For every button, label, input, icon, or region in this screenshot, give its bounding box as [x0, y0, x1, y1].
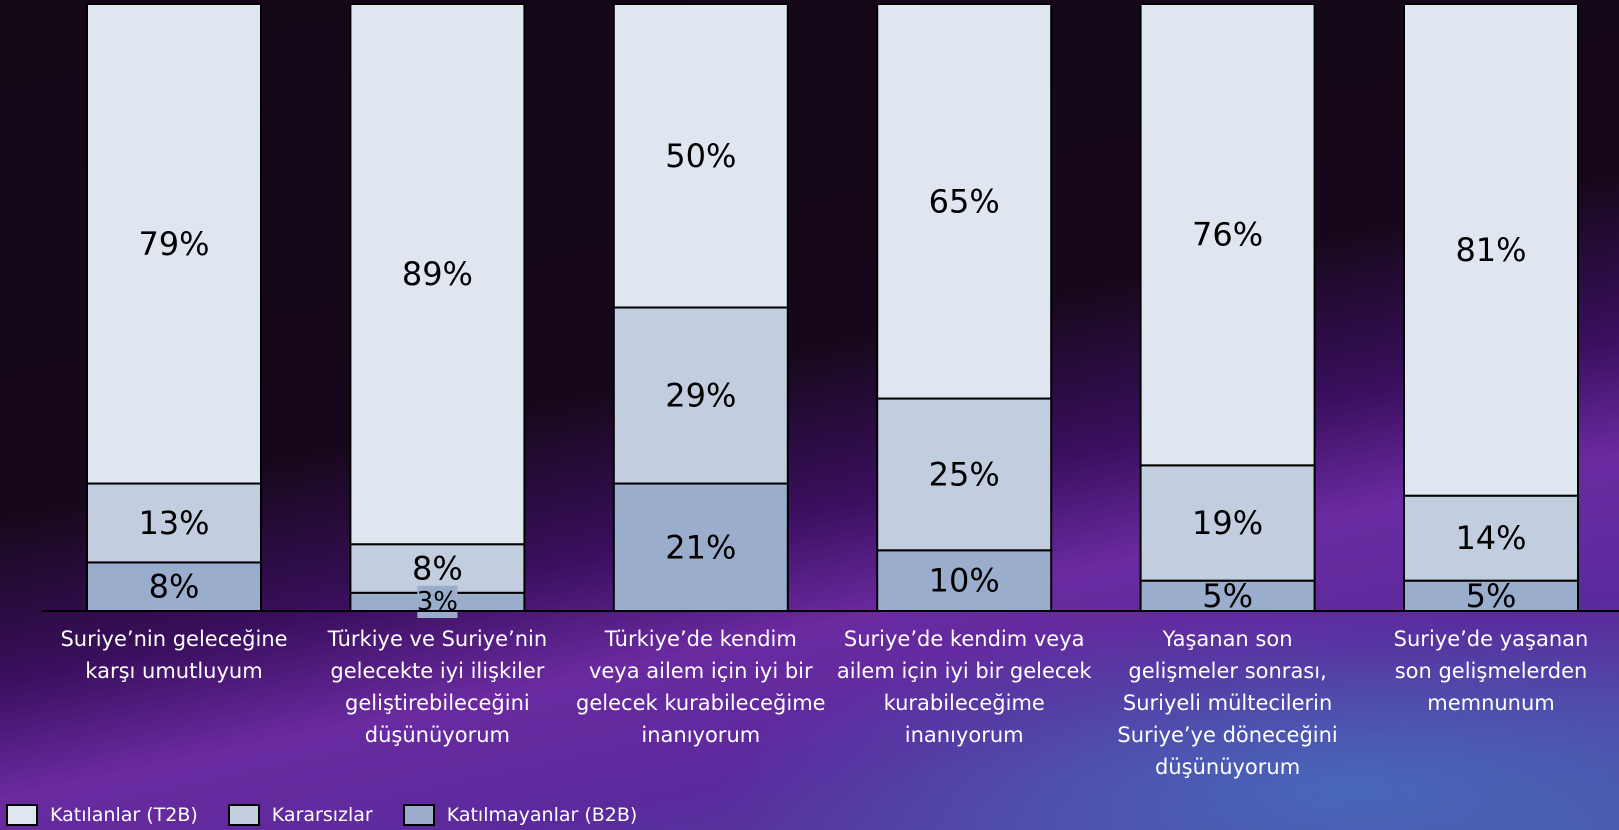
data-label: 25% — [929, 455, 1000, 493]
data-label: 81% — [1455, 231, 1526, 269]
bar-segment-1-series-3 — [86, 3, 262, 485]
data-label-background — [417, 585, 458, 619]
legend-swatch — [402, 804, 435, 826]
legend-item: Katılmayanlar (B2B) — [402, 804, 638, 826]
bar-segment-6-series-3 — [1403, 3, 1579, 497]
data-label: 13% — [138, 504, 209, 542]
data-label: 8% — [412, 550, 463, 588]
data-label: 5% — [1466, 577, 1517, 615]
data-label: 65% — [929, 182, 1000, 220]
bar-segment-1-series-2 — [86, 482, 262, 564]
data-label: 29% — [665, 377, 736, 415]
data-label: 50% — [665, 137, 736, 175]
bar-segment-4-series-3 — [876, 3, 1053, 400]
category-label: Türkiye’de kendim veya ailem için iyi bir… — [576, 627, 826, 747]
category-label: Yaşanan son gelişmeler sonrası, Suriyeli m… — [1117, 627, 1337, 779]
bar-segment-4-series-1 — [876, 549, 1053, 612]
data-label: 5% — [1202, 577, 1253, 615]
data-label: 19% — [1192, 504, 1263, 542]
chart-legend: Katılanlar (T2B) Kararsızlar Katılmayanlar… — [6, 804, 667, 826]
bar-segment-3-series-3 — [612, 3, 789, 309]
data-label: 89% — [402, 255, 473, 293]
data-label: 79% — [138, 225, 209, 263]
category-label: Türkiye ve Suriye’nin gelecekte iyi ilişk… — [327, 627, 548, 747]
bar-segment-5-series-1 — [1139, 579, 1316, 613]
data-labels: 8%13%79%3%8%89%21%29%50%10%25%65%5%19%76… — [138, 137, 1527, 619]
bar-segment-6-series-2 — [1403, 494, 1579, 582]
bar-segment-5-series-3 — [1139, 3, 1316, 467]
data-label: 76% — [1192, 216, 1263, 254]
category-label: Suriye’de kendim veya ailem için iyi bir … — [837, 627, 1093, 747]
legend-item: Katılanlar (T2B) — [6, 804, 198, 826]
category-label: Suriye’nin geleceğine karşı umutluyum — [60, 627, 287, 683]
legend-item: Kararsızlar — [227, 804, 373, 826]
data-label: 10% — [929, 562, 1000, 600]
data-label: 14% — [1455, 519, 1526, 557]
legend-label: Katılmayanlar (B2B) — [446, 804, 638, 826]
category-label: Suriye’de yaşanan son gelişmelerden memnun… — [1394, 627, 1589, 715]
data-label: 8% — [149, 568, 200, 606]
category-labels: Suriye’nin geleceğine karşı umutluyum Türk… — [60, 627, 1588, 779]
legend-swatch — [6, 804, 38, 826]
bar-segment-3-series-2 — [612, 306, 789, 485]
legend-label: Katılanlar (T2B) — [50, 804, 198, 826]
legend-label: Kararsızlar — [271, 804, 373, 826]
legend-swatch — [227, 804, 260, 826]
bar-segment-5-series-2 — [1139, 464, 1316, 582]
bar-segment-1-series-1 — [86, 561, 262, 613]
bar-segments — [86, 3, 1579, 613]
data-label: 21% — [665, 528, 736, 566]
data-label: 3% — [417, 587, 458, 617]
bar-segment-2-series-3 — [349, 3, 526, 546]
bar-segment-6-series-1 — [1403, 579, 1579, 613]
